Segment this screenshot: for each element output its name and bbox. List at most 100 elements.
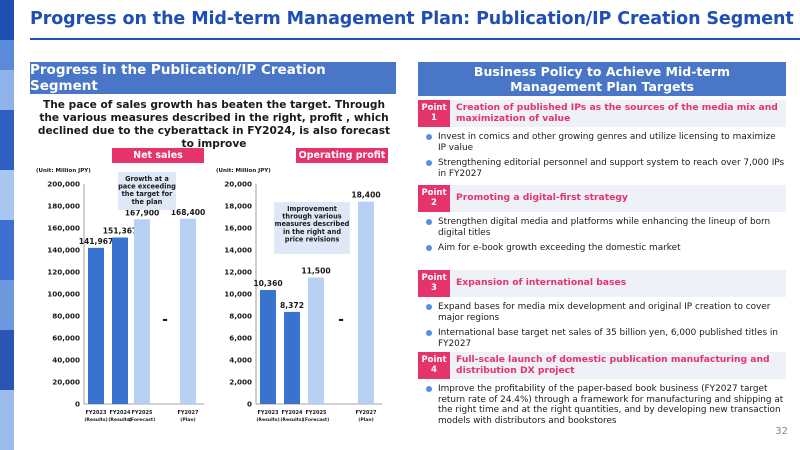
- policy-item-text: Invest in comics and other growing genre…: [438, 132, 776, 153]
- policy-item-list: Expand bases for media mix development a…: [418, 297, 786, 349]
- y-tick-label: 0: [75, 400, 80, 409]
- annotation-box: [274, 202, 350, 254]
- annotation-text: the plan: [132, 198, 163, 206]
- bullet-icon: [426, 386, 432, 392]
- policy-item: International base target net sales of 3…: [426, 328, 786, 349]
- policy-point-1: Point 1 Creation of published IPs as the s…: [418, 100, 786, 184]
- policy-title: Expansion of international bases: [456, 277, 627, 289]
- right-panel-header-line1: Business Policy to Achieve Mid-term: [473, 64, 731, 79]
- x-tick-label: FY2024: [110, 410, 131, 416]
- bar-value-label: 18,400: [351, 191, 380, 200]
- point-badge-word: Point: [421, 273, 447, 283]
- policy-item: Aim for e-book growth exceeding the dome…: [426, 243, 786, 254]
- annotation-box: [118, 172, 176, 210]
- point-badge-number: 1: [431, 113, 437, 123]
- bar-fy2023: [260, 290, 276, 404]
- bar-fy2024: [112, 237, 128, 404]
- y-tick-label: 180,000: [47, 202, 80, 211]
- bullet-icon: [426, 330, 432, 337]
- policy-item: Improve the profitability of the paper-b…: [426, 384, 786, 426]
- bullet-icon: [426, 245, 432, 252]
- policy-title: Promoting a digital-first strategy: [456, 192, 628, 204]
- title-divider: [30, 38, 800, 40]
- right-panel-header: Business Policy to Achieve Mid-term Mana…: [418, 62, 786, 96]
- policy-item-text: Expand bases for media mix development a…: [438, 302, 771, 323]
- bar-fy2024: [284, 311, 300, 404]
- point-badge: Point 1: [418, 100, 450, 127]
- net-sales-chart: 0 20,000 40,000 60,000 80,000 100,000 120,000 1…: [47, 172, 205, 423]
- x-tick-sublabel: (Forecast): [129, 417, 155, 423]
- bar-fy2025: [308, 277, 324, 404]
- bar-fy2025: [134, 219, 150, 404]
- y-tick-label: 0: [247, 400, 252, 409]
- operating-profit-chart: 0 2,000 4,000 6,000 8,000 10,000 12,000 14,000 1…: [224, 180, 382, 423]
- annotation-text: Growth at a: [125, 175, 169, 183]
- policy-point-header: Point 4 Full-scale launch of domestic publ…: [418, 352, 786, 379]
- page-number: 32: [775, 426, 788, 437]
- policy-item-text: Strengthen digital media and platforms w…: [438, 217, 771, 238]
- x-tick-label: FY2024: [282, 410, 303, 416]
- bar-value-label: 167,900: [125, 208, 160, 217]
- point-badge: Point 4: [418, 352, 450, 379]
- bar-value-label: 8,372: [280, 301, 304, 310]
- annotation-text: measures described: [275, 220, 350, 228]
- x-tick-label: FY2025: [132, 410, 153, 416]
- y-tick-label: 16,000: [224, 224, 252, 233]
- x-tick-label: FY2027: [356, 410, 377, 416]
- x-tick-sublabel: (Forecast): [303, 417, 329, 423]
- bar-fy2027: [180, 218, 196, 404]
- policy-item-list: Invest in comics and other growing genre…: [418, 127, 786, 179]
- policy-point-header: Point 1 Creation of published IPs as the s…: [418, 100, 786, 127]
- x-tick-sublabel: (Results): [84, 417, 107, 423]
- point-badge-word: Point: [421, 355, 447, 365]
- annotation-text: in the right and: [283, 228, 341, 236]
- y-tick-label: 2,000: [229, 378, 252, 387]
- bullet-icon: [426, 160, 432, 167]
- policy-point-3: Point 3 Expansion of international bases Ex…: [418, 270, 786, 354]
- x-tick-sublabel: (Results): [256, 417, 279, 423]
- point-badge-word: Point: [421, 103, 447, 113]
- bar-value-label: 10,360: [253, 279, 282, 288]
- y-tick-label: 140,000: [47, 246, 80, 255]
- net-sales-unit-label: (Unit: Million JPY): [36, 168, 91, 174]
- policy-item-text: International base target net sales of 3…: [438, 328, 779, 349]
- decorative-side-stripe: [0, 0, 14, 450]
- policy-item: Strengthen digital media and platforms w…: [426, 217, 786, 238]
- point-badge-number: 3: [431, 283, 437, 293]
- x-tick-sublabel: (Results): [108, 417, 131, 423]
- x-tick-sublabel: (Results): [280, 417, 303, 423]
- policy-item-text: Aim for e-book growth exceeding the dome…: [438, 243, 681, 254]
- y-tick-label: 100,000: [47, 290, 80, 299]
- y-tick-label: 6,000: [229, 334, 252, 343]
- bullet-icon: [426, 304, 432, 310]
- policy-item: Invest in comics and other growing genre…: [426, 132, 786, 153]
- y-tick-label: 120,000: [47, 268, 80, 277]
- annotation-text: through various: [282, 213, 342, 221]
- bar-value-label: 141,967: [79, 237, 114, 246]
- y-tick-label: 20,000: [224, 180, 252, 189]
- annotation-text: Improvement: [287, 205, 337, 213]
- policy-item-list: Improve the profitability of the paper-b…: [418, 379, 786, 426]
- policy-item: Expand bases for media mix development a…: [426, 302, 786, 323]
- point-badge: Point 2: [418, 185, 450, 212]
- x-tick-label: FY2023: [86, 410, 107, 416]
- x-tick-label: FY2027: [178, 410, 199, 416]
- axis-break-mark: -: [338, 312, 344, 328]
- y-tick-label: 18,000: [224, 202, 252, 211]
- y-tick-label: 10,000: [224, 290, 252, 299]
- right-panel-header-line2: Management Plan Targets: [510, 79, 694, 94]
- operating-profit-unit-label: (Unit: Million JPY): [216, 168, 271, 174]
- policy-item-text: Improve the profitability of the paper-b…: [438, 384, 784, 426]
- policy-point-header: Point 2 Promoting a digital-first strategy: [418, 185, 786, 212]
- y-tick-label: 8,000: [229, 312, 252, 321]
- x-tick-label: FY2023: [258, 410, 279, 416]
- bullet-icon: [426, 134, 432, 140]
- y-tick-label: 14,000: [224, 246, 252, 255]
- bullet-icon: [426, 219, 432, 225]
- x-tick-sublabel: (Plan): [358, 417, 374, 423]
- point-badge: Point 3: [418, 270, 450, 297]
- policy-title: Full-scale launch of domestic publicatio…: [456, 354, 770, 376]
- policy-item-text: Strengthening editorial personnel and su…: [438, 158, 785, 179]
- y-tick-label: 60,000: [52, 334, 80, 343]
- policy-title: Creation of published IPs as the sources…: [456, 102, 778, 124]
